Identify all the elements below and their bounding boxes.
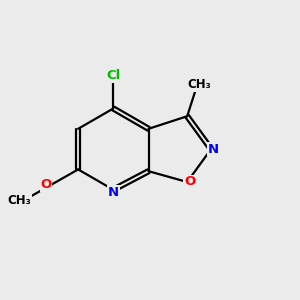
Text: O: O (40, 178, 52, 191)
Text: CH₃: CH₃ (187, 78, 211, 91)
Text: O: O (184, 176, 195, 188)
Text: N: N (208, 142, 219, 156)
Text: N: N (108, 186, 119, 199)
Text: CH₃: CH₃ (7, 194, 31, 206)
Text: Cl: Cl (106, 69, 121, 82)
